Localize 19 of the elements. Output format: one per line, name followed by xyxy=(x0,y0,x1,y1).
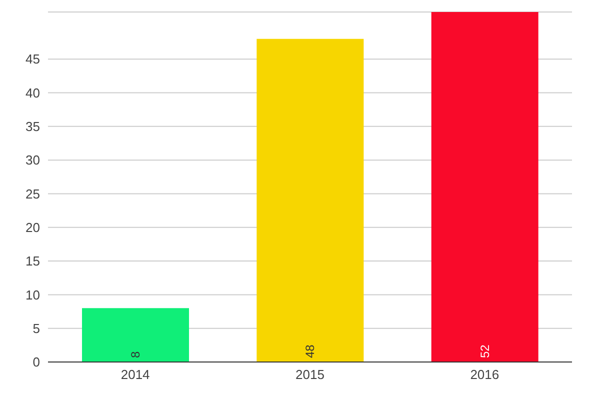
x-tick-label: 2014 xyxy=(120,367,150,382)
bar xyxy=(431,12,538,362)
bar xyxy=(82,308,189,362)
y-tick-label: 5 xyxy=(32,320,40,336)
data-label: 52 xyxy=(478,344,492,358)
y-tick-label: 10 xyxy=(26,287,40,302)
y-tick-label: 15 xyxy=(26,254,40,269)
y-tick-label: 35 xyxy=(26,119,40,134)
y-tick-label: 0 xyxy=(32,354,40,370)
data-label: 8 xyxy=(128,351,142,358)
data-label: 48 xyxy=(303,344,318,358)
x-tick-label: 2015 xyxy=(296,367,324,382)
bar xyxy=(256,38,364,362)
x-tick-label: 2016 xyxy=(470,367,500,382)
y-tick-label: 30 xyxy=(26,152,40,168)
y-tick-label: 20 xyxy=(26,220,40,235)
y-tick-label: 25 xyxy=(26,186,40,202)
y-tick-label: 40 xyxy=(26,85,40,100)
y-tick-label: 45 xyxy=(26,52,40,67)
